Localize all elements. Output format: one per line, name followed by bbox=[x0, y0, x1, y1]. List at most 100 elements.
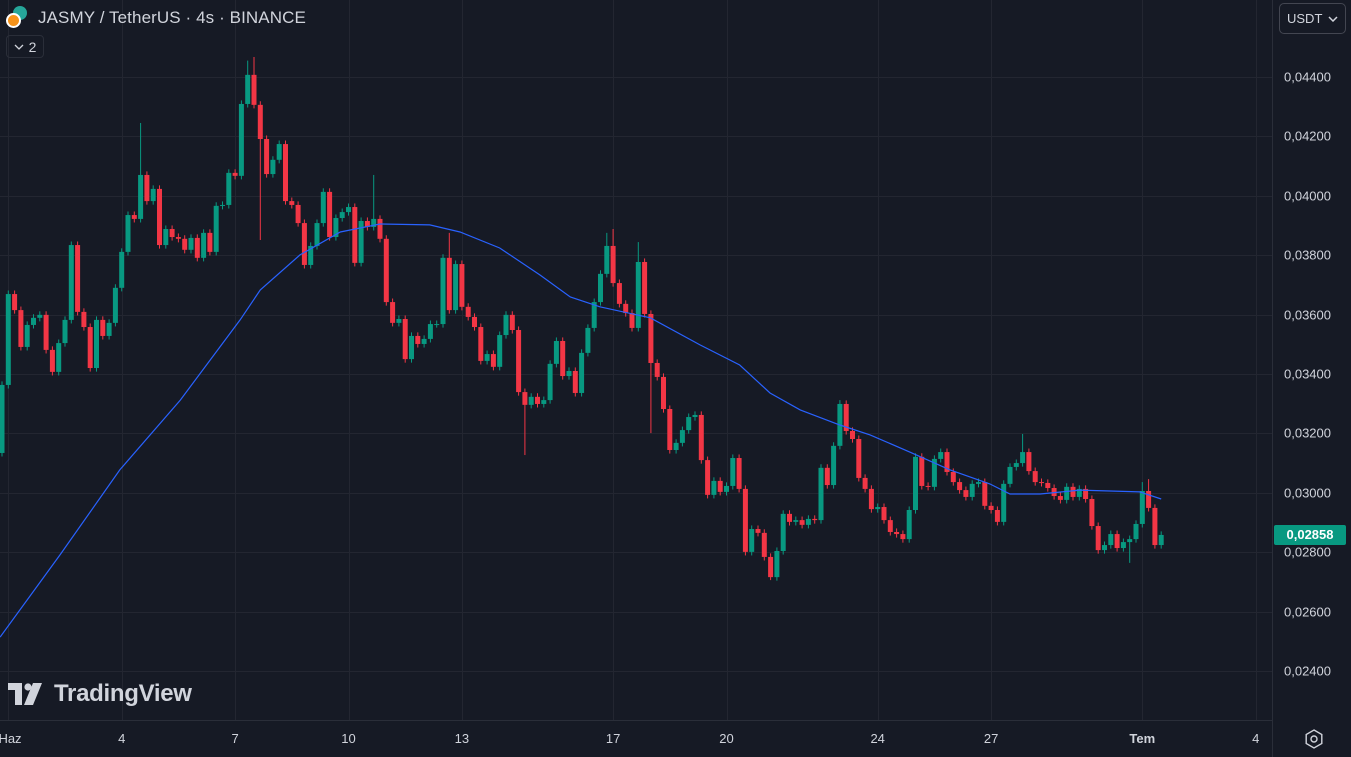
candle-body bbox=[62, 319, 68, 344]
candle bbox=[446, 232, 452, 314]
candle bbox=[900, 530, 906, 543]
candle bbox=[56, 339, 62, 376]
candle bbox=[352, 203, 358, 267]
candle-body bbox=[698, 414, 704, 461]
candle-body bbox=[421, 338, 427, 344]
candle-body bbox=[346, 207, 351, 213]
candle-body bbox=[742, 488, 748, 552]
candle bbox=[875, 503, 881, 513]
candle bbox=[415, 332, 421, 348]
candle-body bbox=[1057, 496, 1063, 500]
candle bbox=[364, 217, 370, 231]
gear-icon[interactable] bbox=[1303, 728, 1325, 750]
candle-body bbox=[175, 237, 181, 239]
symbol-title[interactable]: JASMY / TetherUS · 4s · BINANCE bbox=[38, 8, 306, 27]
candle bbox=[843, 400, 849, 435]
candle bbox=[724, 482, 729, 496]
last-price-badge: 0,02858 bbox=[1274, 524, 1346, 545]
candle bbox=[673, 439, 679, 454]
candle bbox=[131, 211, 137, 223]
candle-body bbox=[1076, 488, 1082, 497]
candle-body bbox=[157, 188, 162, 246]
candle-body bbox=[131, 215, 137, 219]
currency-dropdown[interactable]: USDT bbox=[1279, 3, 1346, 34]
candle-body bbox=[478, 327, 484, 361]
candle-body bbox=[616, 283, 622, 304]
candle bbox=[805, 515, 811, 529]
candle bbox=[213, 202, 219, 256]
candle-body bbox=[1007, 466, 1013, 484]
candle-body bbox=[283, 144, 288, 202]
candle-body bbox=[264, 139, 270, 175]
candle-body bbox=[1152, 507, 1158, 546]
candle-body bbox=[717, 480, 723, 492]
time-tick-label: 17 bbox=[605, 731, 621, 746]
candle bbox=[969, 480, 975, 501]
time-tick-label: 27 bbox=[983, 731, 999, 746]
candle-body bbox=[950, 471, 956, 483]
candle-body bbox=[68, 245, 74, 320]
candle bbox=[409, 332, 414, 363]
candle bbox=[1095, 522, 1101, 554]
candle bbox=[440, 254, 446, 328]
candle-body bbox=[320, 191, 326, 224]
candle bbox=[453, 260, 459, 314]
candle bbox=[150, 185, 156, 205]
candle bbox=[5, 290, 11, 389]
candle-body bbox=[163, 229, 169, 246]
candle bbox=[169, 225, 175, 241]
indicators-collapse-button[interactable]: 2 bbox=[6, 35, 44, 58]
candle-body bbox=[516, 330, 522, 393]
candle bbox=[547, 360, 553, 404]
candle-body bbox=[749, 529, 755, 552]
candle-body bbox=[358, 220, 364, 263]
candle bbox=[94, 316, 99, 372]
candle bbox=[509, 311, 515, 334]
candle-body bbox=[1045, 482, 1051, 489]
candle-body bbox=[787, 513, 792, 522]
candle-body bbox=[730, 458, 736, 486]
candle bbox=[1070, 483, 1076, 501]
candle-body bbox=[434, 324, 440, 326]
candle bbox=[774, 547, 780, 581]
candle-body bbox=[125, 215, 131, 252]
candle bbox=[516, 326, 522, 396]
candle-body bbox=[553, 340, 559, 364]
candle-body bbox=[276, 144, 282, 160]
currency-label: USDT bbox=[1287, 11, 1323, 26]
candle bbox=[629, 309, 635, 332]
price-tick-label: 0,02400 bbox=[1284, 663, 1331, 679]
candle-body bbox=[780, 513, 786, 551]
candle bbox=[1051, 484, 1057, 500]
candle bbox=[402, 315, 408, 363]
candle bbox=[390, 298, 396, 327]
candle bbox=[31, 314, 36, 329]
candle bbox=[490, 350, 496, 371]
candle-body bbox=[692, 414, 698, 418]
candle-body bbox=[144, 174, 150, 202]
candle bbox=[157, 185, 162, 249]
candle-body bbox=[623, 303, 629, 314]
candle-body bbox=[774, 550, 780, 578]
tradingview-logo[interactable]: TradingView bbox=[8, 680, 192, 708]
candle-body bbox=[352, 207, 358, 263]
candle-body bbox=[377, 218, 383, 239]
symbol-legend[interactable]: JASMY / TetherUS · 4s · BINANCE bbox=[6, 6, 306, 30]
candle-body bbox=[333, 218, 339, 238]
candle-body bbox=[938, 452, 944, 459]
time-tick-label: 13 bbox=[454, 731, 470, 746]
candle-body bbox=[1039, 482, 1044, 484]
candle-body bbox=[119, 251, 125, 288]
candle bbox=[1076, 485, 1082, 501]
candle bbox=[717, 477, 723, 496]
candle-body bbox=[5, 294, 11, 385]
price-tick-label: 0,03400 bbox=[1284, 366, 1331, 382]
ema-line bbox=[0, 223, 1162, 638]
candle bbox=[220, 201, 225, 210]
candle bbox=[868, 485, 874, 513]
candle bbox=[1089, 495, 1095, 530]
candle bbox=[396, 315, 402, 327]
candle-body bbox=[673, 442, 679, 450]
candle bbox=[138, 122, 144, 223]
